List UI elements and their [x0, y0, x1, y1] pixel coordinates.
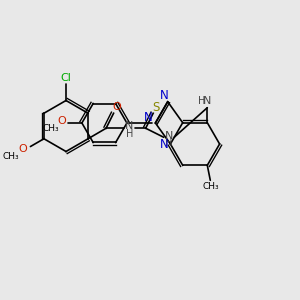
Text: O: O — [112, 102, 121, 112]
Text: N: N — [125, 121, 134, 131]
Text: CH₃: CH₃ — [42, 124, 59, 133]
Text: O: O — [18, 144, 27, 154]
Text: CH₃: CH₃ — [202, 182, 219, 191]
Text: N: N — [165, 131, 173, 141]
Text: CH₃: CH₃ — [3, 152, 19, 161]
Text: H: H — [165, 138, 173, 148]
Text: Cl: Cl — [61, 73, 71, 83]
Text: N: N — [159, 137, 168, 151]
Text: N: N — [203, 96, 212, 106]
Text: H: H — [198, 96, 205, 106]
Text: N: N — [143, 111, 152, 124]
Text: O: O — [57, 116, 66, 127]
Text: N: N — [160, 89, 169, 102]
Text: H: H — [126, 129, 133, 139]
Text: S: S — [152, 101, 160, 114]
